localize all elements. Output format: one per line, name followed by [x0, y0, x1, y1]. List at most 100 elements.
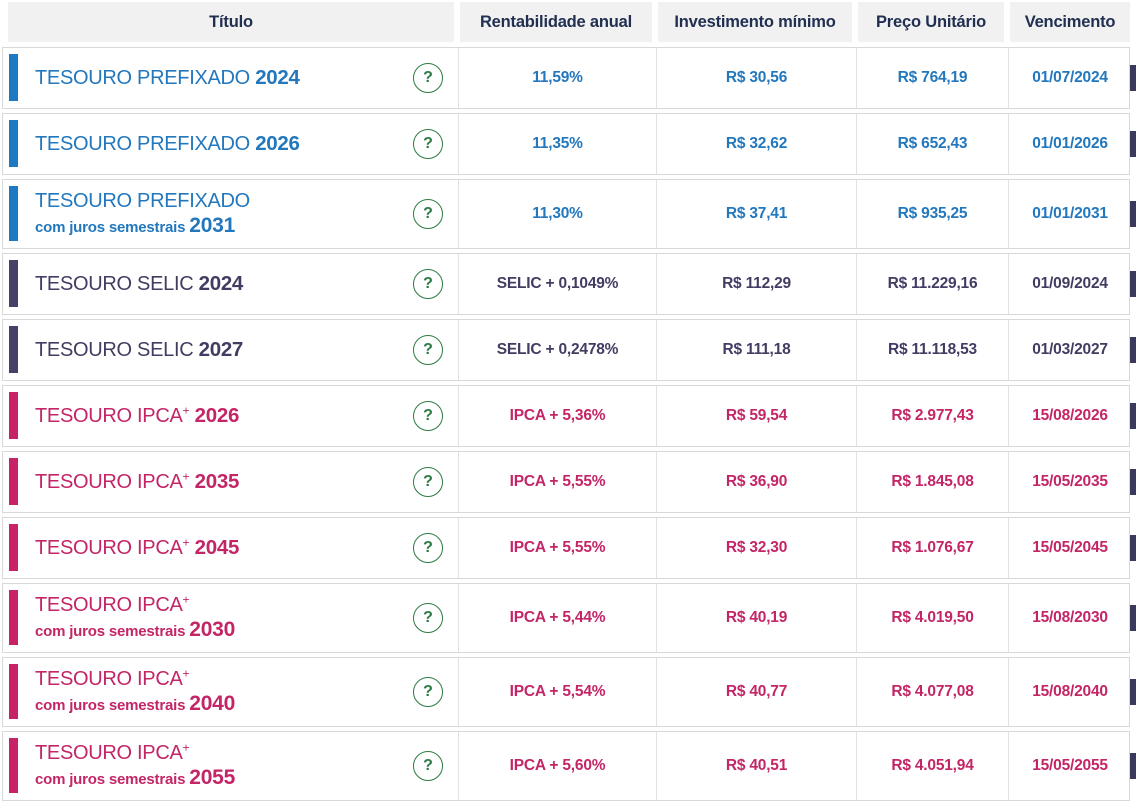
- maturity-date-value: 01/09/2024: [1008, 254, 1131, 314]
- help-icon[interactable]: ?: [413, 129, 443, 159]
- bond-year: 2024: [198, 272, 244, 295]
- min-investment-value: R$ 111,18: [656, 320, 856, 380]
- min-investment-value: R$ 40,19: [656, 584, 856, 652]
- bond-title: TESOURO IPCA+ com juros semestrais 2040: [35, 667, 235, 716]
- bond-subtitle: com juros semestrais: [35, 219, 186, 237]
- unit-price-value: R$ 652,43: [856, 114, 1008, 174]
- column-header-label: Investimento mínimo: [658, 2, 852, 42]
- column-header-label: Preço Unitário: [858, 2, 1004, 42]
- bond-color-bar: [9, 326, 18, 373]
- bond-title: TESOURO IPCA+ com juros semestrais 2030: [35, 593, 235, 642]
- bond-title-line2: com juros semestrais 2040: [35, 692, 235, 716]
- bond-plus-superscript: +: [182, 592, 190, 607]
- min-investment-value: R$ 37,41: [656, 180, 856, 248]
- column-header-rentabilidade: Rentabilidade anual: [457, 2, 655, 42]
- help-icon[interactable]: ?: [413, 677, 443, 707]
- bond-color-bar: [9, 392, 18, 439]
- maturity-date-value: 01/01/2031: [1008, 180, 1131, 248]
- table-header: Título Rentabilidade anual Investimento …: [2, 2, 1130, 42]
- bond-title-line1: TESOURO SELIC 2027: [35, 338, 243, 362]
- bond-title-line1: TESOURO PREFIXADO: [35, 189, 250, 213]
- maturity-date-value: 15/05/2045: [1008, 518, 1131, 578]
- annual-rate-value: IPCA + 5,55%: [458, 452, 656, 512]
- bond-title-line1: TESOURO IPCA+: [35, 741, 235, 765]
- bond-row[interactable]: TESOURO IPCA+ com juros semestrais 2040 …: [2, 657, 1130, 727]
- maturity-date-value: 15/05/2055: [1008, 732, 1131, 800]
- bond-subtitle: com juros semestrais: [35, 771, 186, 789]
- bond-color-bar: [9, 738, 18, 793]
- bond-subtitle: com juros semestrais: [35, 697, 186, 715]
- unit-price-value: R$ 2.977,43: [856, 386, 1008, 446]
- maturity-date-value: 15/08/2040: [1008, 658, 1131, 726]
- bond-name: TESOURO IPCA: [35, 594, 183, 617]
- bond-year: 2035: [189, 470, 240, 493]
- bond-row[interactable]: TESOURO PREFIXADO 2026 ? 11,35% R$ 32,62…: [2, 113, 1130, 175]
- bond-color-bar: [9, 590, 18, 645]
- bond-title-cell: TESOURO IPCA+ 2035 ?: [3, 452, 458, 512]
- bond-title-line2: com juros semestrais 2031: [35, 214, 250, 238]
- help-icon[interactable]: ?: [413, 533, 443, 563]
- bond-title: TESOURO SELIC 2024: [35, 272, 243, 296]
- bond-title: TESOURO PREFIXADO com juros semestrais 2…: [35, 189, 250, 238]
- help-icon[interactable]: ?: [413, 335, 443, 365]
- annual-rate-value: SELIC + 0,2478%: [458, 320, 656, 380]
- bond-row[interactable]: TESOURO SELIC 2024 ? SELIC + 0,1049% R$ …: [2, 253, 1130, 315]
- bond-title-line2: com juros semestrais 2055: [35, 766, 235, 790]
- bond-name: TESOURO SELIC: [35, 273, 199, 295]
- min-investment-value: R$ 30,56: [656, 48, 856, 108]
- bond-name: TESOURO IPCA: [35, 537, 183, 559]
- bond-title-cell: TESOURO IPCA+ 2026 ?: [3, 386, 458, 446]
- help-icon[interactable]: ?: [413, 401, 443, 431]
- bond-row[interactable]: TESOURO IPCA+ 2026 ? IPCA + 5,36% R$ 59,…: [2, 385, 1130, 447]
- bond-row[interactable]: TESOURO IPCA+ 2035 ? IPCA + 5,55% R$ 36,…: [2, 451, 1130, 513]
- bond-year: 2030: [189, 618, 236, 642]
- annual-rate-value: SELIC + 0,1049%: [458, 254, 656, 314]
- help-icon[interactable]: ?: [413, 63, 443, 93]
- maturity-date-value: 15/08/2026: [1008, 386, 1131, 446]
- bond-color-bar: [9, 186, 18, 241]
- bond-row[interactable]: TESOURO IPCA+ 2045 ? IPCA + 5,55% R$ 32,…: [2, 517, 1130, 579]
- bond-row[interactable]: TESOURO PREFIXADO com juros semestrais 2…: [2, 179, 1130, 249]
- bond-color-bar: [9, 458, 18, 505]
- help-icon[interactable]: ?: [413, 467, 443, 497]
- help-icon[interactable]: ?: [413, 603, 443, 633]
- bond-row[interactable]: TESOURO SELIC 2027 ? SELIC + 0,2478% R$ …: [2, 319, 1130, 381]
- bond-plus-superscript: +: [182, 403, 190, 418]
- bond-title-line1: TESOURO IPCA+ 2026: [35, 404, 239, 428]
- column-header-label: Rentabilidade anual: [460, 2, 652, 42]
- bond-year: 2026: [189, 404, 240, 427]
- bond-title: TESOURO IPCA+ 2026: [35, 404, 239, 428]
- annual-rate-value: IPCA + 5,36%: [458, 386, 656, 446]
- maturity-date-value: 01/01/2026: [1008, 114, 1131, 174]
- column-header-titulo: Título: [2, 2, 457, 42]
- bond-title-cell: TESOURO PREFIXADO com juros semestrais 2…: [3, 180, 458, 248]
- bond-row[interactable]: TESOURO PREFIXADO 2024 ? 11,59% R$ 30,56…: [2, 47, 1130, 109]
- min-investment-value: R$ 36,90: [656, 452, 856, 512]
- bond-name: TESOURO PREFIXADO: [35, 190, 250, 213]
- annual-rate-value: 11,35%: [458, 114, 656, 174]
- help-icon[interactable]: ?: [413, 751, 443, 781]
- bond-title-line1: TESOURO IPCA+: [35, 593, 235, 617]
- bond-year: 2040: [189, 692, 236, 716]
- bond-title-cell: TESOURO PREFIXADO 2024 ?: [3, 48, 458, 108]
- bond-color-bar: [9, 260, 18, 307]
- bond-title-line1: TESOURO IPCA+: [35, 667, 235, 691]
- bond-title-line1: TESOURO IPCA+ 2045: [35, 536, 239, 560]
- bond-color-bar: [9, 120, 18, 167]
- bond-color-bar: [9, 664, 18, 719]
- bond-year: 2026: [255, 132, 300, 155]
- help-icon[interactable]: ?: [413, 269, 443, 299]
- help-icon[interactable]: ?: [413, 199, 443, 229]
- bond-row[interactable]: TESOURO IPCA+ com juros semestrais 2030 …: [2, 583, 1130, 653]
- bond-name: TESOURO IPCA: [35, 742, 183, 765]
- bond-row[interactable]: TESOURO IPCA+ com juros semestrais 2055 …: [2, 731, 1130, 801]
- bond-title: TESOURO PREFIXADO 2024: [35, 66, 300, 90]
- bond-year: 2031: [189, 214, 236, 238]
- maturity-date-value: 15/05/2035: [1008, 452, 1131, 512]
- bond-color-bar: [9, 54, 18, 101]
- column-header-investimento-minimo: Investimento mínimo: [655, 2, 855, 42]
- annual-rate-value: IPCA + 5,60%: [458, 732, 656, 800]
- maturity-date-value: 01/07/2024: [1008, 48, 1131, 108]
- bond-title-line1: TESOURO PREFIXADO 2024: [35, 66, 300, 90]
